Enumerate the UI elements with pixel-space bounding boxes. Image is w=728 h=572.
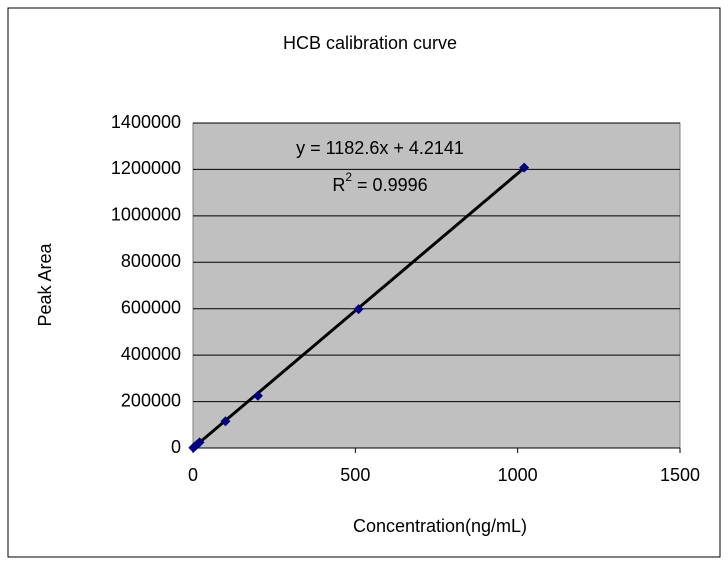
point xyxy=(220,416,231,427)
x-tick-label: 1500 xyxy=(660,465,700,485)
x-tick-label: 500 xyxy=(340,465,370,485)
point xyxy=(519,162,530,173)
y-tick-label: 200000 xyxy=(121,390,181,410)
x-tick-label: 0 xyxy=(188,465,198,485)
chart-title: HCB calibration curve xyxy=(283,33,457,53)
point xyxy=(353,304,364,315)
y-tick-label: 0 xyxy=(171,437,181,457)
r-squared: R2 = 0.9996 xyxy=(332,170,427,195)
y-tick-label: 400000 xyxy=(121,344,181,364)
y-tick-label: 1400000 xyxy=(111,112,181,132)
x-axis-label: Concentration(ng/mL) xyxy=(353,516,527,536)
plot-area xyxy=(192,122,681,449)
x-tick-label: 1000 xyxy=(498,465,538,485)
point xyxy=(194,437,205,448)
y-tick-label: 800000 xyxy=(121,251,181,271)
y-tick-label: 1200000 xyxy=(111,158,181,178)
trendline-equation: y = 1182.6x + 4.2141 xyxy=(296,138,464,158)
y-tick-label: 1000000 xyxy=(111,205,181,225)
r-power: 2 xyxy=(345,170,352,184)
r-value: = 0.9996 xyxy=(352,175,428,195)
r-symbol: R xyxy=(332,175,345,195)
point xyxy=(252,390,263,401)
y-axis-label: Peak Area xyxy=(35,242,55,326)
y-tick-label: 600000 xyxy=(121,297,181,317)
